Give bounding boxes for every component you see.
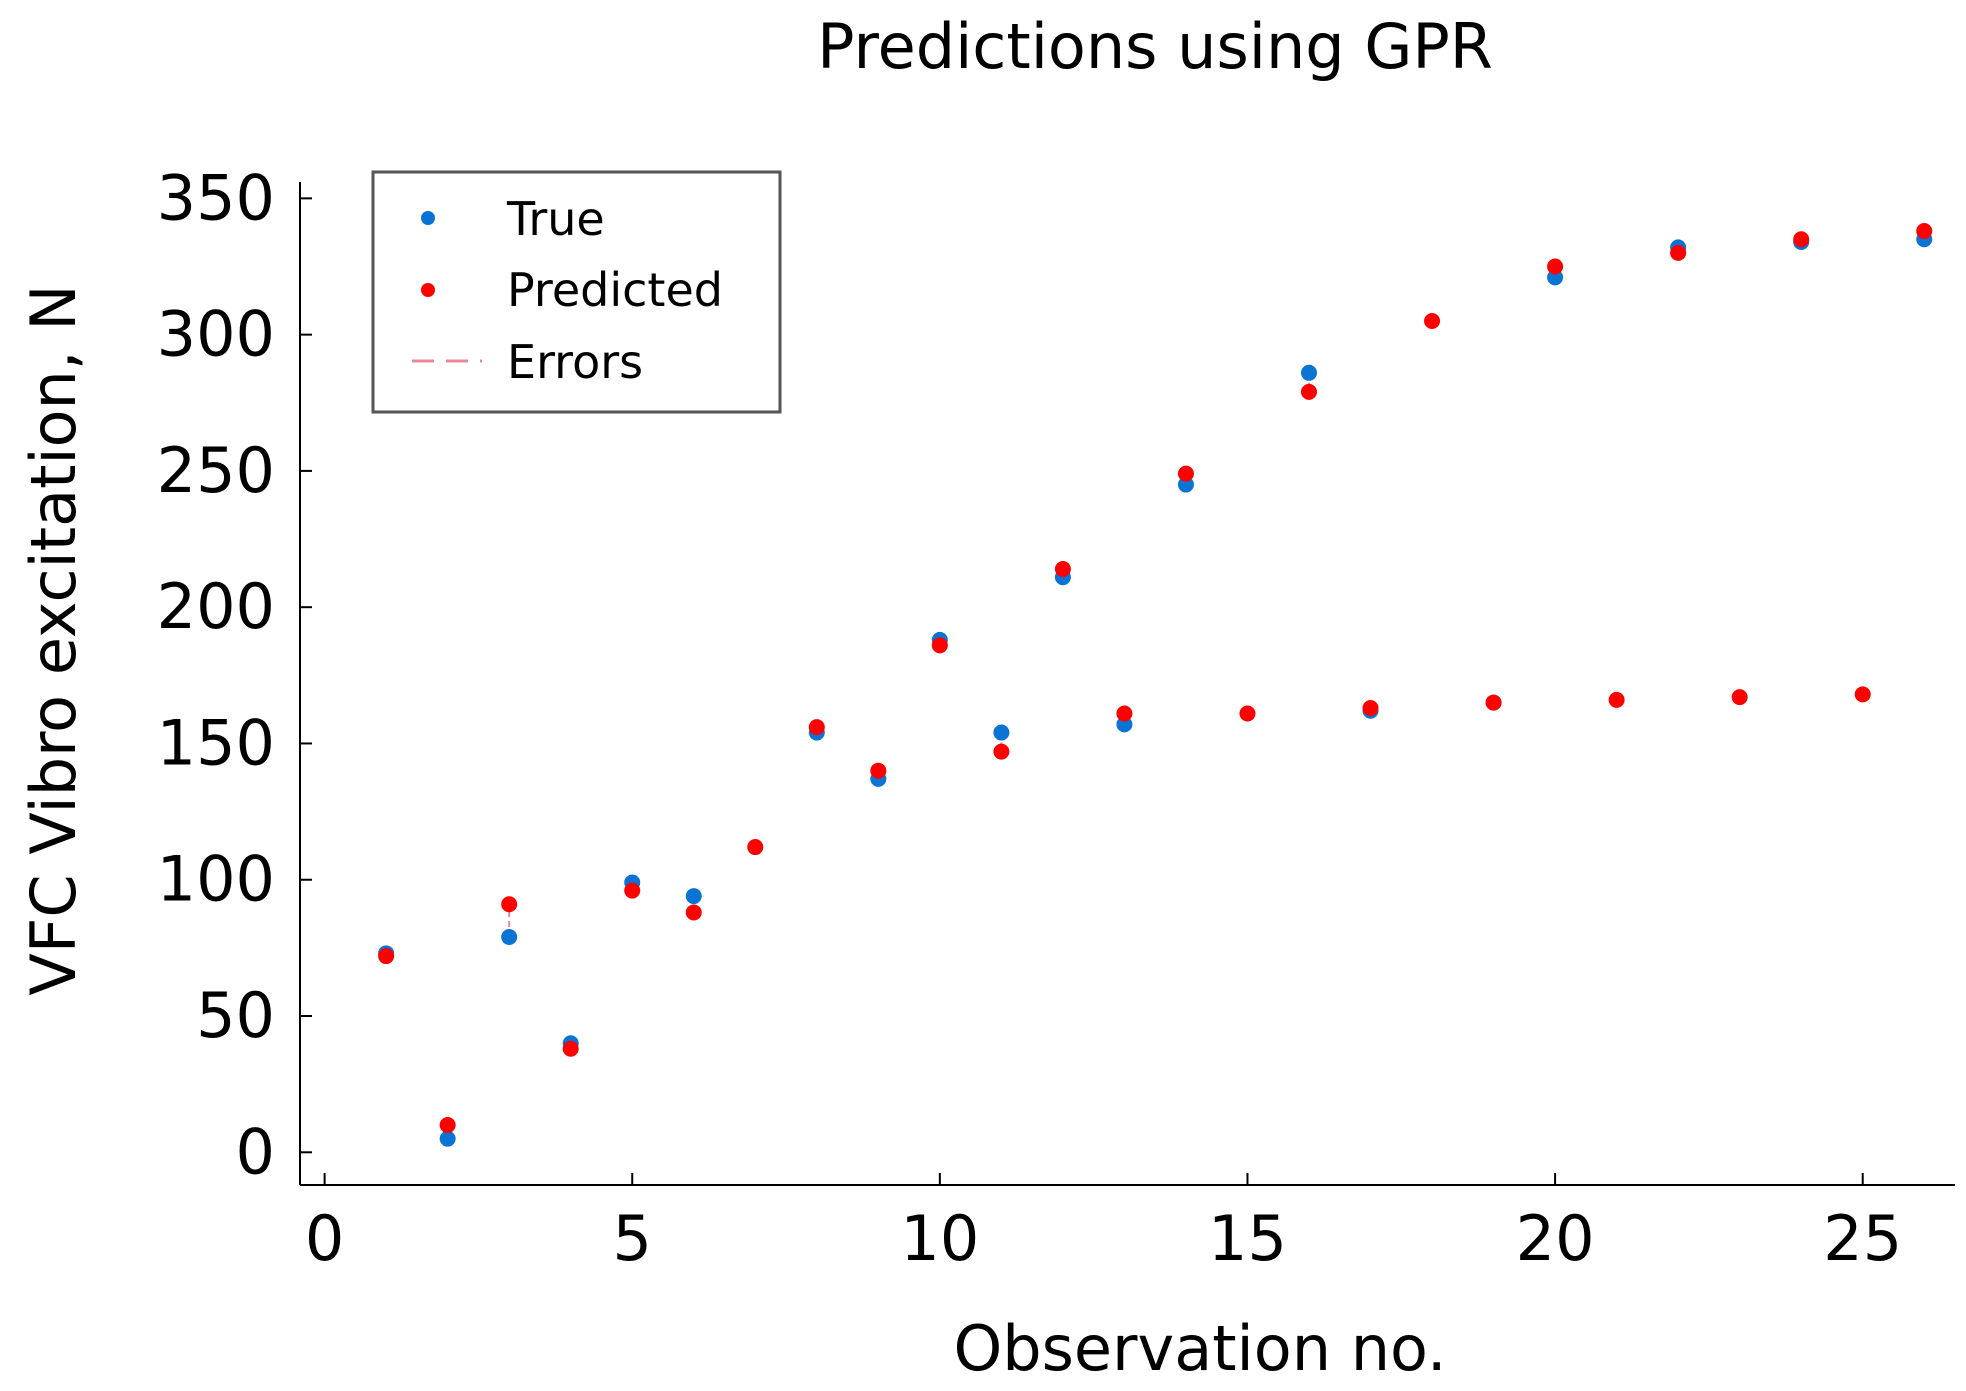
- y-tick-label: 100: [157, 843, 275, 916]
- predicted-point: [1793, 231, 1810, 248]
- predicted-point: [1670, 244, 1687, 261]
- x-axis-label: Observation no.: [953, 1312, 1446, 1385]
- y-tick-label: 250: [157, 434, 275, 507]
- true-point: [685, 888, 702, 905]
- legend-predicted-label: Predicted: [507, 263, 723, 317]
- predicted-point: [1854, 686, 1871, 703]
- series-predicted: [378, 223, 1933, 1134]
- predicted-point: [1608, 691, 1625, 708]
- predicted-point: [1362, 700, 1379, 717]
- y-tick-label: 150: [157, 706, 275, 779]
- x-tick-label: 0: [305, 1202, 344, 1275]
- y-tick-label: 200: [157, 570, 275, 643]
- y-axis-label: VFC Vibro excitation, N: [17, 284, 90, 995]
- predicted-point: [808, 719, 825, 736]
- predicted-point: [685, 904, 702, 921]
- predicted-point: [1239, 705, 1256, 722]
- legend-errors-label: Errors: [507, 335, 643, 389]
- predicted-point: [1916, 223, 1933, 240]
- true-point: [1300, 364, 1317, 381]
- x-tick-label: 20: [1516, 1202, 1595, 1275]
- predicted-point: [1177, 465, 1194, 482]
- true-point: [501, 928, 518, 945]
- predicted-point: [931, 637, 948, 654]
- y-tick-label: 300: [157, 298, 275, 371]
- predicted-point: [870, 762, 887, 779]
- predicted-point: [1300, 383, 1317, 400]
- legend: True Predicted Errors: [371, 170, 782, 414]
- predicted-point: [1485, 694, 1502, 711]
- y-tick-label: 50: [196, 979, 275, 1052]
- predicted-point: [747, 839, 764, 856]
- x-axis-ticks: 0 5 10 15 20 25: [305, 1173, 1902, 1275]
- predicted-point: [993, 743, 1010, 760]
- predicted-point: [1116, 705, 1133, 722]
- predicted-point: [562, 1040, 579, 1057]
- predicted-point: [1424, 313, 1441, 330]
- legend-predicted-marker: [421, 283, 435, 297]
- legend-true-label: True: [506, 192, 605, 246]
- x-tick-label: 15: [1208, 1202, 1287, 1275]
- legend-true-marker: [421, 211, 435, 225]
- x-tick-label: 5: [613, 1202, 652, 1275]
- y-tick-label: 0: [236, 1115, 275, 1188]
- y-axis-ticks: 0 50 100 150 200 250 300 350: [157, 161, 312, 1188]
- predicted-point: [439, 1117, 456, 1134]
- predicted-point: [501, 896, 518, 913]
- predicted-point: [1731, 689, 1748, 706]
- predicted-point: [1054, 561, 1071, 578]
- chart-title: Predictions using GPR: [817, 10, 1493, 83]
- x-tick-label: 25: [1823, 1202, 1902, 1275]
- true-point: [439, 1130, 456, 1147]
- x-tick-label: 10: [900, 1202, 979, 1275]
- true-point: [993, 724, 1010, 741]
- predicted-point: [378, 948, 395, 965]
- predicted-point: [1547, 258, 1564, 275]
- legend-box: [371, 170, 782, 414]
- y-tick-label: 350: [157, 161, 275, 234]
- predicted-point: [624, 882, 641, 899]
